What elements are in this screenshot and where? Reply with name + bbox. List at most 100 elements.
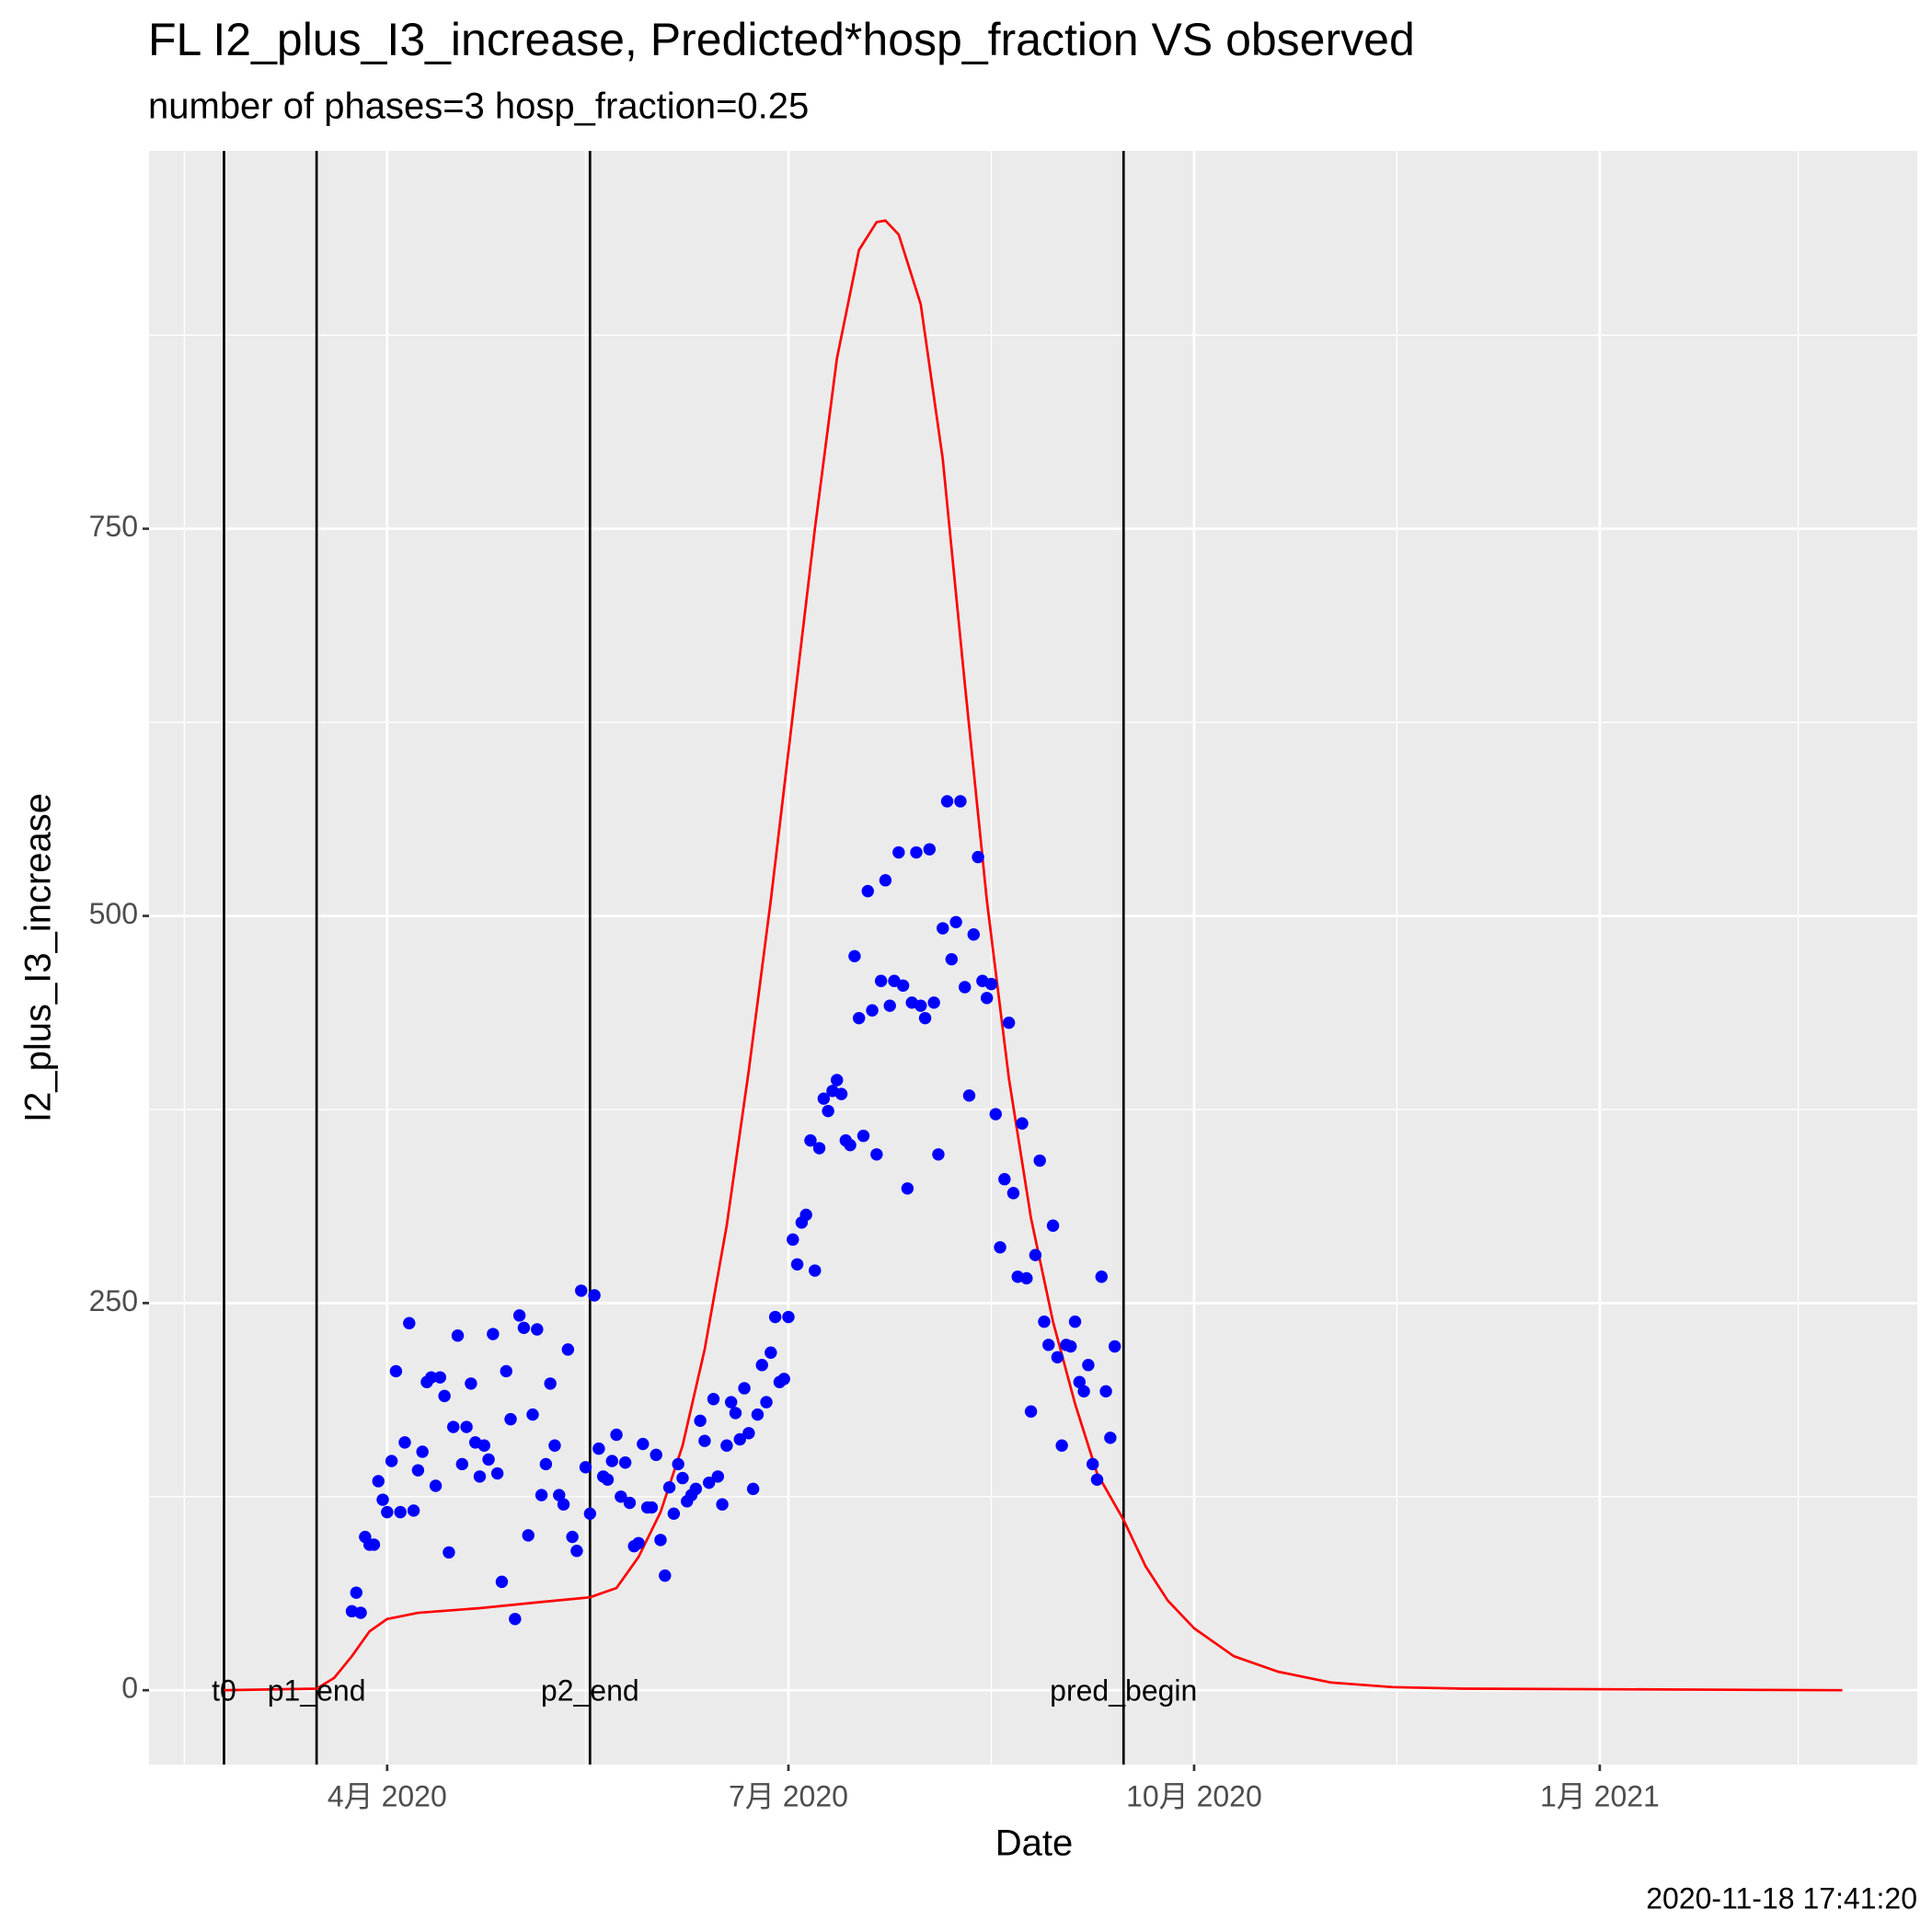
- observed-point: [787, 1233, 799, 1247]
- observed-point: [389, 1364, 403, 1378]
- observed-point: [566, 1530, 579, 1544]
- observed-point: [1068, 1315, 1082, 1328]
- observed-point: [1108, 1340, 1121, 1353]
- observed-point: [460, 1420, 473, 1433]
- observed-point: [994, 1241, 1006, 1254]
- observed-point: [411, 1464, 425, 1477]
- observed-point: [451, 1329, 465, 1342]
- observed-point: [394, 1505, 407, 1519]
- observed-point: [765, 1346, 777, 1359]
- observed-point: [1033, 1154, 1046, 1167]
- observed-point: [896, 979, 910, 992]
- observed-point: [500, 1364, 512, 1378]
- observed-point: [610, 1428, 623, 1442]
- observed-point: [716, 1498, 729, 1511]
- y-tick-label: 750: [89, 510, 138, 543]
- observed-point: [385, 1455, 398, 1467]
- observed-point: [967, 928, 980, 941]
- observed-point: [1046, 1219, 1060, 1232]
- observed-point: [848, 949, 861, 963]
- observed-point: [570, 1545, 583, 1558]
- observed-point: [601, 1473, 615, 1486]
- phase-label: p2_end: [541, 1674, 639, 1708]
- observed-point: [1002, 1016, 1016, 1029]
- marks: t0 p1_end p2_end pred_begin: [212, 151, 1843, 1765]
- observed-point: [954, 795, 967, 808]
- observed-point: [1082, 1359, 1095, 1372]
- observed-point: [376, 1493, 389, 1506]
- observed-point: [623, 1496, 637, 1510]
- observed-point: [583, 1507, 597, 1521]
- observed-point: [605, 1455, 618, 1467]
- observed-point: [949, 915, 962, 928]
- observed-point: [455, 1457, 469, 1471]
- observed-point: [1087, 1457, 1099, 1471]
- observed-point: [892, 845, 905, 859]
- observed-point: [465, 1377, 477, 1390]
- observed-point: [667, 1507, 681, 1521]
- observed-point: [870, 1148, 883, 1161]
- observed-point: [998, 1173, 1011, 1186]
- observed-point: [1016, 1117, 1029, 1130]
- observed-point: [959, 981, 972, 994]
- observed-point: [866, 1004, 879, 1017]
- observed-point: [676, 1471, 689, 1485]
- observed-point: [879, 874, 892, 887]
- observed-point: [407, 1504, 420, 1517]
- observed-point: [1055, 1439, 1068, 1452]
- observed-point: [1095, 1271, 1108, 1283]
- observed-point: [822, 1104, 834, 1118]
- observed-point: [637, 1437, 650, 1451]
- x-tick-label: 4月 2020: [328, 1779, 447, 1812]
- observed-point: [367, 1538, 381, 1551]
- observed-point: [1042, 1339, 1055, 1351]
- observed-point: [473, 1470, 487, 1483]
- phase-label: t0: [212, 1674, 236, 1708]
- observed-point: [615, 1490, 627, 1503]
- observed-point: [861, 884, 874, 898]
- observed-point: [742, 1427, 755, 1440]
- observed-point: [1077, 1385, 1090, 1398]
- observed-point: [522, 1529, 535, 1542]
- observed-point: [711, 1470, 724, 1483]
- x-tick-label: 10月 2020: [1126, 1779, 1262, 1812]
- observed-point: [1099, 1385, 1112, 1398]
- observed-point: [729, 1407, 742, 1420]
- observed-point: [883, 999, 896, 1012]
- observed-point: [381, 1505, 394, 1519]
- observed-point: [852, 1011, 866, 1025]
- observed-point: [443, 1546, 455, 1559]
- observed-point: [512, 1309, 526, 1322]
- observed-point: [354, 1606, 367, 1619]
- observed-point: [844, 1138, 857, 1152]
- observed-point: [703, 1476, 716, 1489]
- observed-point: [755, 1359, 768, 1372]
- observed-point: [1006, 1187, 1020, 1200]
- observed-point: [1090, 1473, 1104, 1486]
- y-tick-label: 500: [89, 897, 138, 930]
- plot-panel: [149, 151, 1917, 1765]
- observed-point: [482, 1453, 495, 1466]
- observed-point: [561, 1343, 575, 1356]
- observed-point: [672, 1457, 684, 1471]
- y-tick-label: 0: [121, 1672, 138, 1705]
- observed-point: [914, 999, 927, 1012]
- observed-point: [447, 1420, 460, 1433]
- observed-point: [544, 1377, 557, 1390]
- observed-point: [874, 974, 888, 987]
- observed-point: [1038, 1315, 1051, 1328]
- observed-point: [632, 1536, 645, 1549]
- observed-point: [857, 1129, 870, 1143]
- x-axis-title: Date: [995, 1823, 1074, 1864]
- observed-point: [659, 1569, 672, 1582]
- observed-point: [707, 1393, 720, 1406]
- y-axis-title: I2_plus_I3_increase: [18, 793, 59, 1122]
- observed-point: [945, 952, 959, 966]
- observed-point: [1024, 1405, 1038, 1418]
- observed-point: [1064, 1340, 1077, 1353]
- phase-label: p1_end: [268, 1674, 366, 1708]
- observed-point: [645, 1501, 659, 1514]
- observed-point: [553, 1489, 566, 1501]
- observed-point: [403, 1317, 416, 1329]
